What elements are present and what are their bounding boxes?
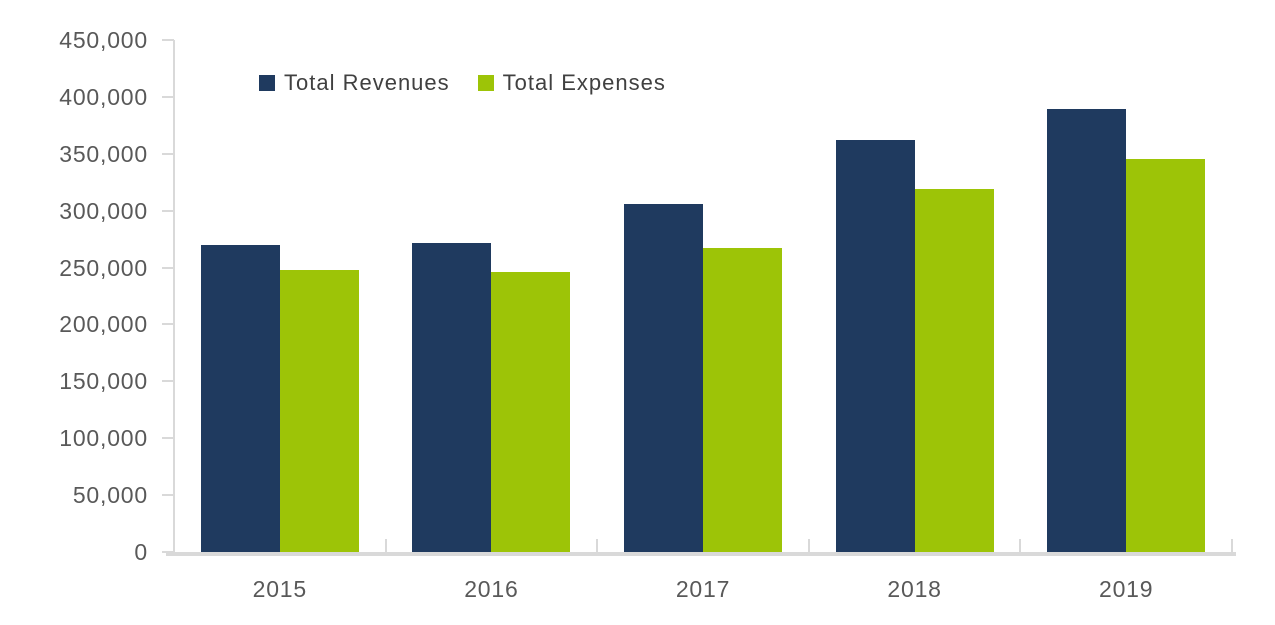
legend: Total Revenues Total Expenses — [259, 70, 666, 96]
legend-label-total-expenses: Total Expenses — [502, 70, 666, 95]
y-tick-label-0: 0 — [134, 539, 148, 565]
y-tick-mark-300-000 — [162, 209, 174, 212]
bar-total-revenues-2017 — [624, 203, 703, 552]
legend-item-total-revenues: Total Revenues — [259, 70, 450, 96]
x-boundary-tick-5 — [1231, 539, 1233, 552]
x-boundary-tick-2 — [596, 539, 599, 552]
y-tick-mark-50-000 — [162, 494, 174, 497]
bar-total-expenses-2019 — [1126, 159, 1206, 552]
y-axis-line — [173, 40, 175, 552]
y-tick-mark-200-000 — [162, 323, 174, 326]
y-tick-label-350-000: 350,000 — [59, 140, 148, 167]
y-tick-mark-350-000 — [162, 152, 174, 155]
x-tick-label-2018: 2018 — [887, 576, 942, 602]
y-tick-mark-250-000 — [162, 266, 174, 269]
y-tick-label-250-000: 250,000 — [59, 254, 148, 281]
legend-swatch-total-revenues-icon — [259, 75, 275, 91]
legend-item-total-expenses: Total Expenses — [477, 70, 666, 96]
y-tick-label-100-000: 100,000 — [59, 425, 148, 452]
y-tick-label-400-000: 400,000 — [59, 83, 148, 110]
x-tick-label-2015: 2015 — [252, 576, 307, 602]
bar-total-revenues-2016 — [412, 242, 492, 552]
x-axis-line — [166, 552, 1236, 556]
y-tick-label-50-000: 50,000 — [72, 482, 148, 509]
bar-total-expenses-2018 — [914, 189, 994, 552]
bar-total-expenses-2017 — [703, 248, 782, 552]
x-tick-label-2019: 2019 — [1099, 576, 1154, 602]
x-tick-label-2016: 2016 — [464, 576, 519, 602]
x-tick-label-2017: 2017 — [675, 576, 731, 602]
y-tick-mark-100-000 — [162, 437, 174, 440]
x-boundary-tick-1 — [384, 539, 387, 552]
y-tick-label-450-000: 450,000 — [59, 27, 148, 53]
y-tick-mark-400-000 — [162, 95, 174, 98]
y-tick-label-200-000: 200,000 — [59, 311, 148, 338]
y-tick-label-150-000: 150,000 — [59, 368, 148, 395]
bar-total-expenses-2016 — [491, 272, 571, 552]
legend-swatch-total-expenses-icon — [477, 75, 494, 91]
x-boundary-tick-4 — [1019, 539, 1022, 552]
bar-total-expenses-2015 — [279, 269, 359, 552]
y-tick-mark-450-000 — [162, 39, 174, 41]
bar-total-revenues-2015 — [200, 244, 280, 552]
bar-total-revenues-2019 — [1047, 109, 1127, 552]
y-tick-label-300-000: 300,000 — [59, 197, 148, 224]
x-boundary-tick-3 — [807, 539, 810, 552]
legend-label-total-revenues: Total Revenues — [284, 70, 450, 95]
bar-total-revenues-2018 — [835, 140, 915, 552]
y-tick-mark-150-000 — [162, 380, 174, 383]
